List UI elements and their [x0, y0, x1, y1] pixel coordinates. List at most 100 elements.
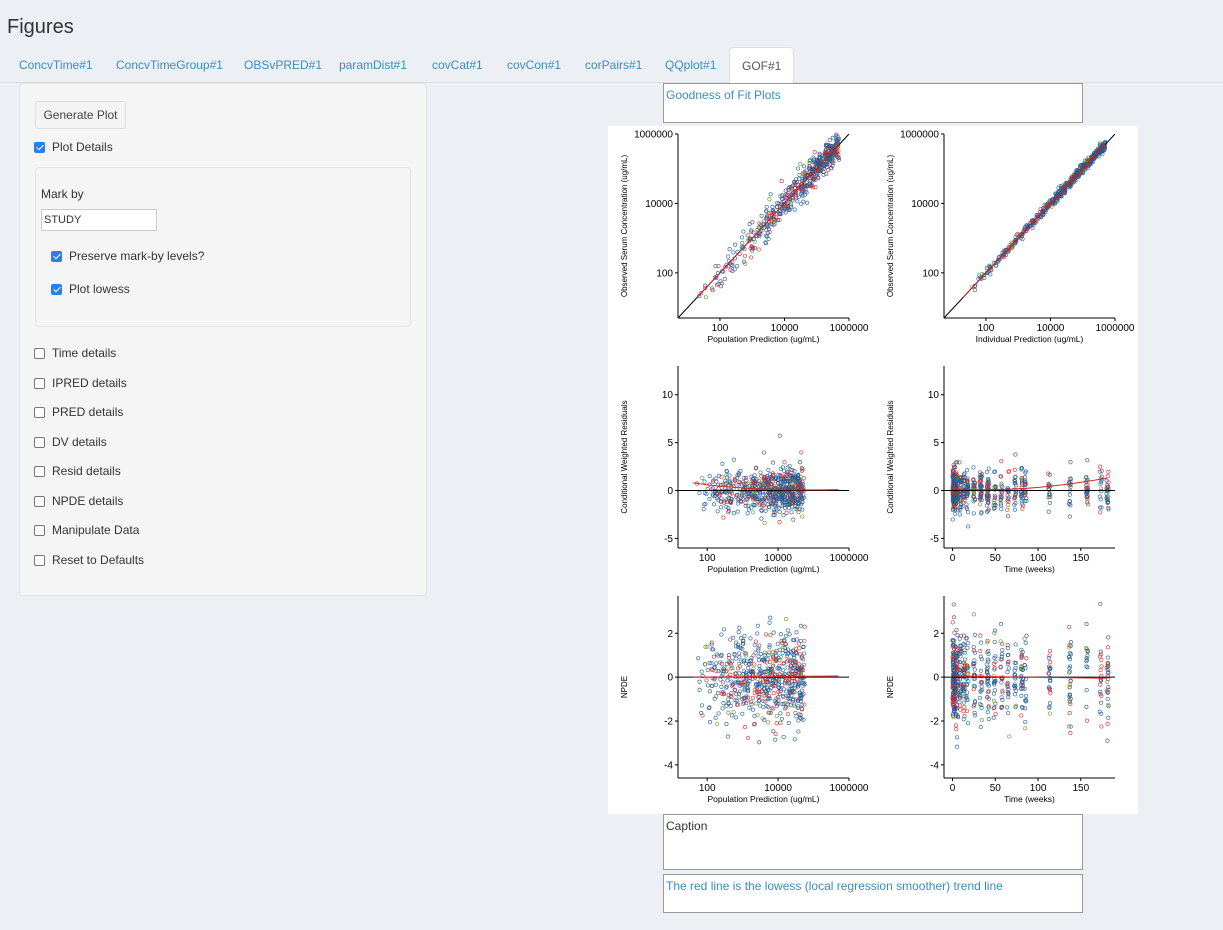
plot-details-checkbox[interactable]	[34, 141, 45, 153]
data-point	[1068, 484, 1073, 489]
tab-covcon[interactable]: covCon#1	[507, 58, 562, 72]
tab-concvtimegroup[interactable]: ConcvTimeGroup#1	[116, 58, 223, 72]
data-point	[738, 645, 743, 651]
tab-concvtime[interactable]: ConcvTime#1	[19, 58, 93, 72]
y-tick-label: -5	[930, 534, 939, 545]
data-point	[1068, 678, 1073, 684]
tab-qqplot[interactable]: QQplot#1	[665, 58, 717, 72]
data-point	[770, 649, 775, 655]
tab-covcat[interactable]: covCat#1	[432, 58, 483, 72]
reset-defaults-label: Reset to Defaults	[52, 553, 145, 567]
y-tick-label: 100	[656, 268, 673, 279]
tab-paramdist[interactable]: paramDist#1	[339, 58, 408, 72]
data-point	[730, 665, 735, 671]
data-point	[816, 159, 821, 164]
tab-gof[interactable]: GOF#1	[729, 47, 795, 84]
lowess-line	[963, 144, 1106, 298]
data-point	[756, 699, 761, 704]
data-point	[759, 213, 764, 218]
generate-plot-button[interactable]: Generate Plot	[35, 101, 126, 129]
data-point	[777, 667, 782, 672]
data-point	[725, 678, 730, 683]
data-point	[774, 648, 779, 653]
data-point	[1046, 509, 1051, 514]
footnote-input[interactable]	[663, 874, 1083, 913]
data-point	[729, 489, 734, 494]
manipulate-data-checkbox-row[interactable]: Manipulate Data	[34, 521, 139, 539]
data-point	[788, 203, 793, 208]
dv-details-label: DV details	[52, 435, 107, 449]
data-point	[734, 702, 740, 707]
plot-lowess-checkbox-row[interactable]: Plot lowess	[51, 280, 130, 298]
data-point	[761, 693, 767, 698]
data-point	[736, 482, 741, 487]
resid-details-checkbox-row[interactable]: Resid details	[34, 462, 121, 480]
plot-details-checkbox-row[interactable]: Plot Details	[34, 138, 113, 156]
data-point	[771, 729, 776, 734]
data-point	[735, 501, 740, 506]
markby-input[interactable]	[41, 209, 157, 231]
data-point	[1082, 161, 1087, 166]
reset-defaults-checkbox[interactable]	[34, 554, 45, 566]
data-point	[790, 666, 795, 671]
x-tick-label: 100	[712, 323, 729, 334]
data-point	[802, 192, 807, 198]
data-point	[719, 489, 724, 494]
plot-lowess-checkbox[interactable]	[51, 283, 62, 295]
data-point	[752, 721, 757, 726]
data-point	[748, 636, 753, 641]
data-point	[1067, 654, 1072, 659]
data-point	[738, 469, 743, 474]
data-point	[1078, 169, 1083, 175]
data-point	[740, 641, 745, 646]
pred-details-checkbox[interactable]	[34, 406, 45, 418]
data-point	[727, 473, 732, 478]
figure-title-input[interactable]	[663, 83, 1083, 123]
ipred-details-checkbox-row[interactable]: IPRED details	[34, 374, 127, 392]
tab-corpairs[interactable]: corPairs#1	[585, 58, 643, 72]
data-point	[965, 697, 970, 702]
data-point	[736, 691, 741, 696]
preserve-levels-checkbox[interactable]	[51, 250, 62, 262]
tab-obsvpred[interactable]: OBSvPRED#1	[244, 58, 323, 72]
data-point	[978, 680, 983, 685]
data-point	[957, 636, 962, 641]
data-point	[776, 478, 781, 483]
dv-details-checkbox-row[interactable]: DV details	[34, 433, 107, 451]
data-point	[1106, 635, 1111, 640]
data-point	[722, 665, 727, 670]
time-details-checkbox-row[interactable]: Time details	[34, 344, 116, 362]
data-point	[985, 657, 990, 662]
dv-details-checkbox[interactable]	[34, 436, 45, 448]
data-point	[787, 207, 792, 213]
manipulate-data-checkbox[interactable]	[34, 524, 45, 536]
data-point	[787, 687, 792, 692]
preserve-levels-checkbox-row[interactable]: Preserve mark-by levels?	[51, 247, 204, 265]
npde-details-checkbox-row[interactable]: NPDE details	[34, 492, 123, 510]
data-point	[1106, 484, 1111, 489]
caption-input[interactable]	[663, 814, 1083, 870]
data-point	[965, 510, 970, 515]
data-point	[719, 632, 724, 637]
data-point	[761, 450, 767, 455]
data-point	[771, 663, 776, 668]
resid-details-label: Resid details	[52, 464, 121, 478]
data-point	[962, 648, 967, 653]
data-point	[1006, 711, 1011, 716]
npde-details-checkbox[interactable]	[34, 495, 45, 507]
pred-details-checkbox-row[interactable]: PRED details	[34, 403, 123, 421]
data-point	[1078, 165, 1083, 171]
data-point	[732, 267, 737, 272]
data-point	[957, 700, 962, 705]
ipred-details-checkbox[interactable]	[34, 377, 45, 389]
resid-details-checkbox[interactable]	[34, 465, 45, 477]
data-point	[771, 683, 776, 689]
data-point	[793, 177, 799, 182]
time-details-checkbox[interactable]	[34, 347, 45, 359]
reset-defaults-checkbox-row[interactable]: Reset to Defaults	[34, 551, 144, 569]
data-point	[761, 698, 766, 704]
data-point	[752, 503, 757, 508]
data-point	[768, 659, 773, 664]
data-point	[758, 651, 763, 657]
data-point	[764, 209, 769, 214]
